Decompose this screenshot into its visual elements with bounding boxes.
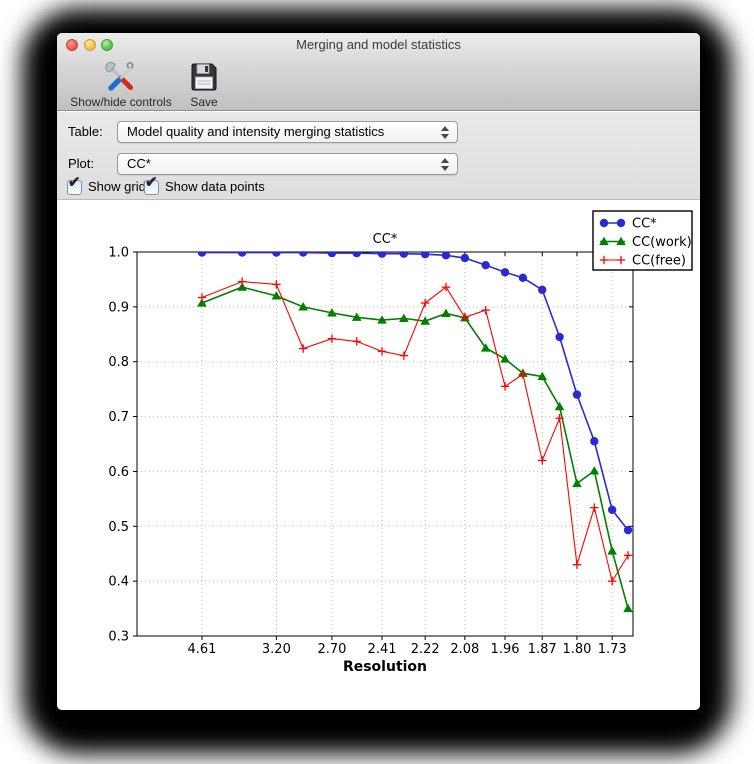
show-grid-checkbox[interactable]: ✔ Show grid xyxy=(67,175,146,195)
plot-select-value: CC* xyxy=(127,156,151,171)
chart-svg: 1.0 0.9 0.8 0.7 0.6 0.5 0.4 0.3 4.61 3.20 2.70 2.41… xyxy=(108,210,693,675)
table-select-value: Model quality and intensity merging stat… xyxy=(127,124,385,139)
svg-text:0.3: 0.3 xyxy=(108,630,129,645)
svg-text:3.20: 3.20 xyxy=(262,642,291,657)
stepper-icon xyxy=(439,125,450,140)
table-select[interactable]: Model quality and intensity merging stat… xyxy=(117,121,458,143)
svg-text:0.8: 0.8 xyxy=(108,355,129,370)
check-icon: ✔ xyxy=(68,173,81,191)
stepper-icon xyxy=(439,157,450,172)
window-title: Merging and model statistics xyxy=(296,37,461,52)
show-hide-controls-button[interactable]: Show/hide controls xyxy=(65,60,177,109)
svg-text:1.73: 1.73 xyxy=(598,642,627,657)
svg-text:2.41: 2.41 xyxy=(368,642,397,657)
svg-text:CC(work): CC(work) xyxy=(632,235,692,250)
plot-select[interactable]: CC* xyxy=(117,153,458,175)
save-floppy-icon xyxy=(181,60,227,94)
svg-text:0.6: 0.6 xyxy=(108,465,129,480)
close-button[interactable] xyxy=(66,39,78,51)
chart-xlabel: Resolution xyxy=(343,659,427,675)
svg-text:CC(free): CC(free) xyxy=(632,254,686,269)
tools-icon xyxy=(65,60,177,94)
show-hide-controls-label: Show/hide controls xyxy=(70,95,172,109)
app-window: Merging and model statistics xyxy=(57,33,700,710)
series-CC* xyxy=(197,252,633,535)
save-label: Save xyxy=(190,95,218,109)
svg-text:1.0: 1.0 xyxy=(108,246,129,261)
show-data-points-checkbox[interactable]: ✔ Show data points xyxy=(144,175,265,195)
svg-text:1.96: 1.96 xyxy=(491,642,520,657)
controls-panel: Table: Model quality and intensity mergi… xyxy=(57,112,700,200)
svg-text:2.08: 2.08 xyxy=(450,642,479,657)
svg-text:1.87: 1.87 xyxy=(528,642,557,657)
chart-ticks xyxy=(133,251,633,640)
series-CC(work) xyxy=(197,282,633,613)
svg-text:0.5: 0.5 xyxy=(108,520,129,535)
show-grid-label: Show grid xyxy=(88,179,146,194)
minimize-button[interactable] xyxy=(84,39,96,51)
svg-text:1.80: 1.80 xyxy=(562,642,591,657)
svg-text:CC*: CC* xyxy=(632,217,657,232)
check-icon: ✔ xyxy=(145,173,158,191)
checkbox-box: ✔ xyxy=(67,175,82,195)
plot-area: 1.0 0.9 0.8 0.7 0.6 0.5 0.4 0.3 4.61 3.20 2.70 2.41… xyxy=(57,200,700,710)
titlebar: Merging and model statistics xyxy=(57,33,700,57)
zoom-button[interactable] xyxy=(101,39,113,51)
checkbox-box: ✔ xyxy=(144,175,159,195)
chart-grid xyxy=(137,251,633,637)
svg-text:0.7: 0.7 xyxy=(108,410,129,425)
table-label: Table: xyxy=(68,124,103,139)
series-CC(free) xyxy=(197,277,633,586)
chart-title: CC* xyxy=(373,232,398,247)
svg-text:2.22: 2.22 xyxy=(411,642,440,657)
svg-text:4.61: 4.61 xyxy=(187,642,216,657)
svg-text:0.9: 0.9 xyxy=(108,300,129,315)
svg-text:2.70: 2.70 xyxy=(317,642,346,657)
save-button[interactable]: Save xyxy=(181,60,227,109)
window-chrome: Merging and model statistics xyxy=(57,33,700,111)
plot-box xyxy=(136,251,634,637)
svg-text:0.4: 0.4 xyxy=(108,575,129,590)
show-data-points-label: Show data points xyxy=(165,179,265,194)
plot-label: Plot: xyxy=(68,156,95,171)
chart-legend: CC* CC(work) CC(free) xyxy=(592,210,693,271)
